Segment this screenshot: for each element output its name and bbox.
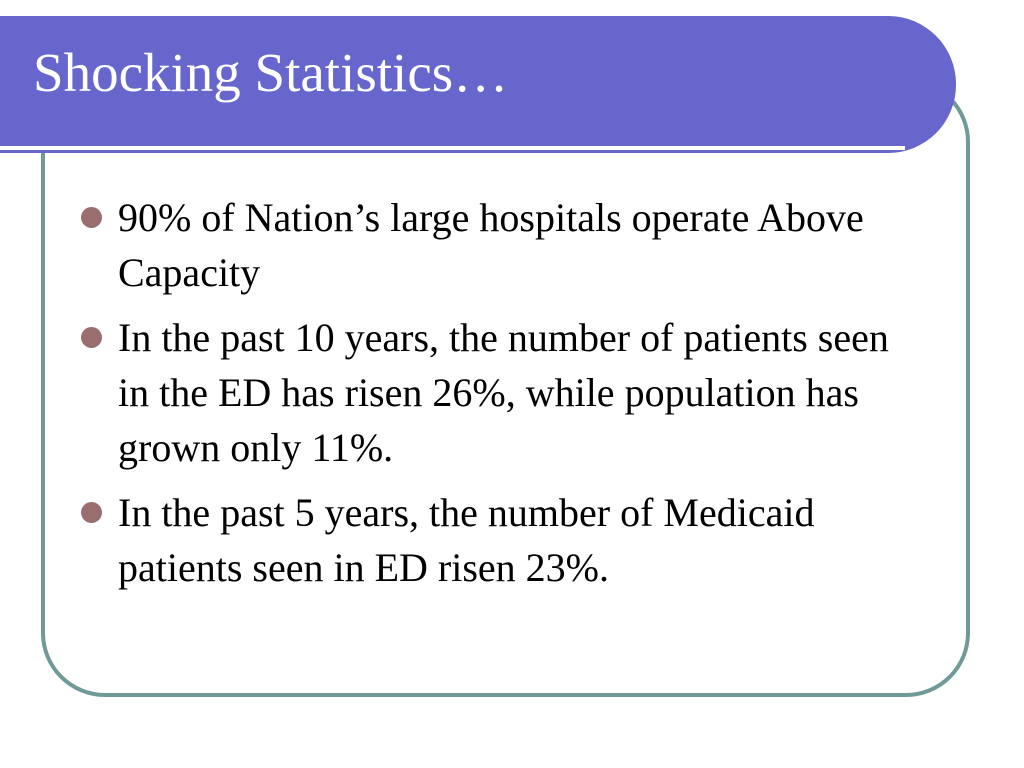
bullet-item-1: 90% of Nation’s large hospitals operate … [80, 190, 920, 300]
bullet-dot-icon [81, 207, 102, 228]
bullet-text-1: 90% of Nation’s large hospitals operate … [118, 195, 864, 295]
bullet-dot-icon [81, 327, 102, 348]
bullet-dot-icon [81, 502, 102, 523]
bullet-item-3: In the past 5 years, the number of Medic… [80, 485, 920, 595]
bullet-item-2: In the past 10 years, the number of pati… [80, 310, 920, 475]
title-underline [0, 146, 905, 150]
content-frame [41, 78, 970, 697]
bullet-text-3: In the past 5 years, the number of Medic… [118, 490, 815, 590]
bullet-list: 90% of Nation’s large hospitals operate … [80, 190, 920, 605]
title-bar [0, 16, 956, 153]
bullet-text-2: In the past 10 years, the number of pati… [118, 315, 889, 470]
slide-title: Shocking Statistics… [33, 42, 509, 103]
